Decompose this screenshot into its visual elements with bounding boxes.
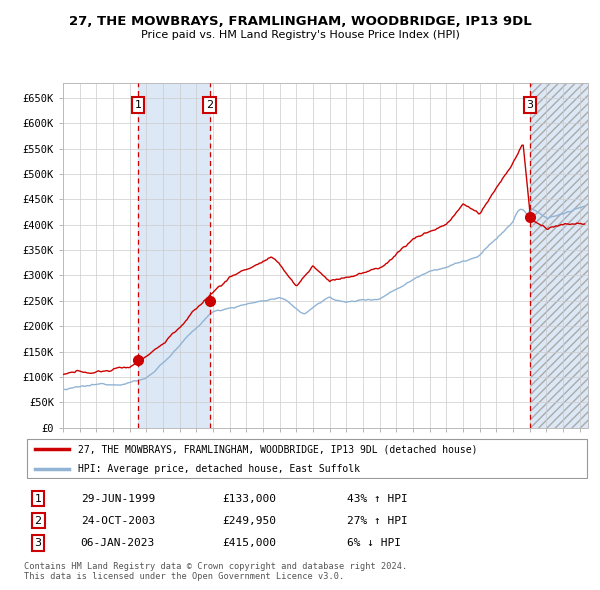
Text: 2: 2 — [35, 516, 42, 526]
Bar — [138, 83, 210, 428]
Text: 27, THE MOWBRAYS, FRAMLINGHAM, WOODBRIDGE, IP13 9DL: 27, THE MOWBRAYS, FRAMLINGHAM, WOODBRIDG… — [68, 15, 532, 28]
Text: HPI: Average price, detached house, East Suffolk: HPI: Average price, detached house, East… — [78, 464, 360, 474]
Text: 29-JUN-1999: 29-JUN-1999 — [80, 494, 155, 503]
Text: 1: 1 — [134, 100, 142, 110]
Text: 27, THE MOWBRAYS, FRAMLINGHAM, WOODBRIDGE, IP13 9DL (detached house): 27, THE MOWBRAYS, FRAMLINGHAM, WOODBRIDG… — [78, 444, 478, 454]
Text: 6% ↓ HPI: 6% ↓ HPI — [347, 538, 401, 548]
Text: £249,950: £249,950 — [223, 516, 277, 526]
Text: 2: 2 — [206, 100, 214, 110]
FancyBboxPatch shape — [27, 439, 587, 478]
Text: 06-JAN-2023: 06-JAN-2023 — [80, 538, 155, 548]
Text: 24-OCT-2003: 24-OCT-2003 — [80, 516, 155, 526]
Bar — [530, 83, 588, 428]
Text: 3: 3 — [35, 538, 41, 548]
Text: 43% ↑ HPI: 43% ↑ HPI — [347, 494, 408, 503]
Text: £415,000: £415,000 — [223, 538, 277, 548]
Text: £133,000: £133,000 — [223, 494, 277, 503]
Text: Price paid vs. HM Land Registry's House Price Index (HPI): Price paid vs. HM Land Registry's House … — [140, 30, 460, 40]
Text: 3: 3 — [526, 100, 533, 110]
Text: 27% ↑ HPI: 27% ↑ HPI — [347, 516, 408, 526]
Text: 1: 1 — [35, 494, 41, 503]
Text: Contains HM Land Registry data © Crown copyright and database right 2024.
This d: Contains HM Land Registry data © Crown c… — [24, 562, 407, 581]
Bar — [530, 0, 588, 428]
